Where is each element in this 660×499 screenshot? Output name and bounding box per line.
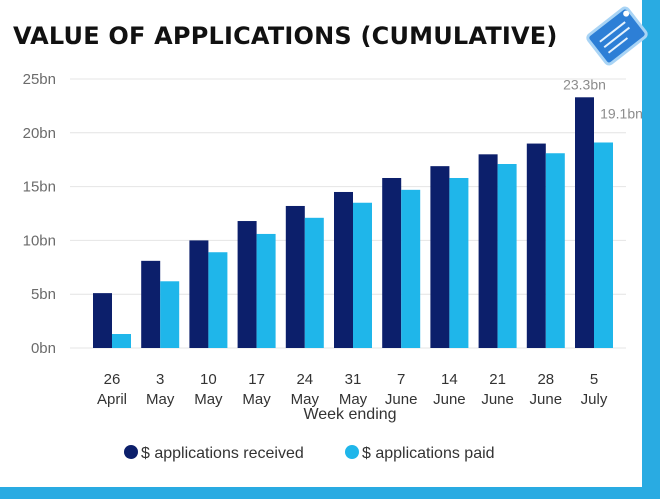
- x-tick-label: April: [97, 391, 127, 408]
- x-tick-label: June: [530, 391, 563, 408]
- bar-applications-paid: [256, 233, 276, 348]
- bar-applications-paid: [497, 164, 517, 348]
- bar-applications-received: [334, 191, 353, 348]
- bar-applications-received: [382, 177, 402, 348]
- x-tick-label: July: [581, 391, 608, 408]
- x-tick-label: 28: [537, 371, 554, 388]
- bar-applications-paid: [449, 177, 469, 348]
- bar-chart: 0bn 5bn 10bn 15bn 20bn 25bn 23.3bn 19.1bn 26 Apri…: [23, 71, 642, 462]
- bar-applications-paid: [304, 217, 324, 348]
- bar-applications-paid: [112, 334, 131, 348]
- document-tag-icon: [586, 6, 648, 66]
- x-tick-label: 21: [489, 371, 506, 388]
- x-tick-label: 24: [296, 371, 313, 388]
- bar-applications-paid: [594, 142, 613, 348]
- x-tick-label: 7: [397, 371, 405, 388]
- bar-applications-paid: [545, 153, 565, 348]
- legend-marker: [345, 445, 359, 459]
- y-tick-label: 10bn: [23, 232, 56, 249]
- y-tick-label: 15bn: [23, 179, 56, 196]
- x-tick-label: 26: [104, 371, 121, 388]
- bar-applications-received: [237, 221, 257, 348]
- bar-applications-received: [526, 143, 546, 348]
- legend-label: $ applications paid: [362, 445, 495, 462]
- bar-applications-received: [430, 166, 450, 348]
- y-tick-label: 25bn: [23, 71, 56, 88]
- x-tick-label: May: [146, 391, 175, 408]
- bar-applications-paid: [208, 252, 228, 348]
- legend-marker: [124, 445, 138, 459]
- bar-applications-paid: [353, 202, 372, 348]
- legend-label: $ applications received: [141, 445, 304, 462]
- x-tick-label: May: [291, 391, 320, 408]
- data-label: 19.1bn: [600, 105, 642, 121]
- x-tick-label: May: [339, 391, 368, 408]
- chart-card: VALUE OF APPLICATIONS (CUMULATIVE) 0bn 5b…: [0, 0, 648, 487]
- x-tick-label: 5: [590, 371, 598, 388]
- y-tick-label: 5bn: [31, 286, 56, 303]
- y-tick-label: 0bn: [31, 340, 56, 357]
- x-tick-label: June: [433, 391, 466, 408]
- x-axis-title: Week ending: [303, 406, 396, 423]
- chart-title: VALUE OF APPLICATIONS (CUMULATIVE): [13, 22, 558, 50]
- bar-applications-received: [285, 205, 305, 348]
- bar-applications-received: [478, 154, 498, 348]
- x-tick-label: 14: [441, 371, 458, 388]
- bar-applications-paid: [401, 189, 421, 348]
- y-tick-label: 20bn: [23, 125, 56, 142]
- x-tick-label: June: [481, 391, 514, 408]
- x-tick-label: May: [242, 391, 271, 408]
- x-tick-label: 10: [200, 371, 217, 388]
- data-label: 23.3bn: [563, 76, 606, 92]
- bar-applications-received: [141, 260, 161, 348]
- x-tick-label: June: [385, 391, 418, 408]
- bar-applications-received: [575, 97, 594, 349]
- x-tick-label: 17: [248, 371, 265, 388]
- x-tick-label: May: [194, 391, 223, 408]
- x-tick-label: 3: [156, 371, 164, 388]
- bar-applications-received: [93, 293, 112, 348]
- bar-applications-received: [189, 240, 209, 348]
- x-tick-label: 31: [345, 371, 362, 388]
- bar-applications-paid: [160, 281, 180, 348]
